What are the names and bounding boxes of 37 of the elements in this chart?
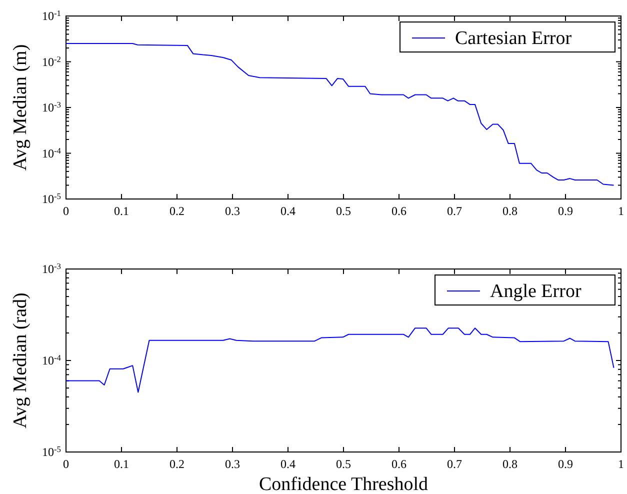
x-tick-label: 0.7 (447, 204, 462, 218)
line-series (66, 328, 614, 393)
x-tick-label: 0.9 (558, 204, 573, 218)
x-tick-label: 0.2 (170, 204, 184, 218)
x-tick-label: 1 (618, 204, 624, 218)
x-tick-label: 1 (618, 457, 624, 471)
y-tick-label: 10$^{-1}$ (42, 8, 61, 23)
legend-label: Angle Error (490, 281, 582, 302)
y-tick-label: 10$^{-2}$ (42, 54, 61, 69)
x-tick-label: 0.5 (336, 204, 351, 218)
y-axis-title: Avg Median (rad) (10, 292, 31, 428)
y-tick-label: 10$^{-4}$ (42, 146, 62, 160)
x-tick-label: 0.2 (170, 457, 184, 471)
x-tick-label: 0.3 (225, 204, 240, 218)
y-tick-label: 10$^{-3}$ (42, 100, 61, 114)
x-tick-label: 0.5 (336, 457, 351, 471)
x-tick-label: 0.6 (392, 457, 406, 471)
x-tick-label: 0.6 (392, 204, 406, 218)
y-axis-title: Avg Median (m) (10, 44, 31, 171)
y-tick-label: 10$^{-5}$ (42, 192, 61, 206)
x-tick-label: 0.1 (114, 457, 129, 471)
y-tick-label: 10$^{-4}$ (42, 353, 62, 368)
x-tick-label: 0.4 (280, 457, 296, 471)
x-tick-label: 0.7 (447, 457, 462, 471)
x-tick-label: 0 (63, 204, 69, 218)
line-series (66, 43, 614, 186)
x-tick-label: 0.3 (225, 457, 240, 471)
x-tick-label: 0.8 (502, 457, 518, 471)
x-tick-label: 0.8 (502, 204, 518, 218)
legend-label: Cartesian Error (455, 28, 572, 49)
x-axis-title: Confidence Threshold (258, 474, 429, 494)
x-tick-label: 0.1 (114, 204, 129, 218)
y-tick-label: 10$^{-5}$ (42, 444, 61, 459)
x-tick-label: 0 (63, 457, 69, 471)
x-tick-label: 0.4 (280, 204, 296, 218)
y-tick-label: 10$^{-3}$ (42, 262, 61, 276)
x-tick-label: 0.9 (558, 457, 573, 471)
